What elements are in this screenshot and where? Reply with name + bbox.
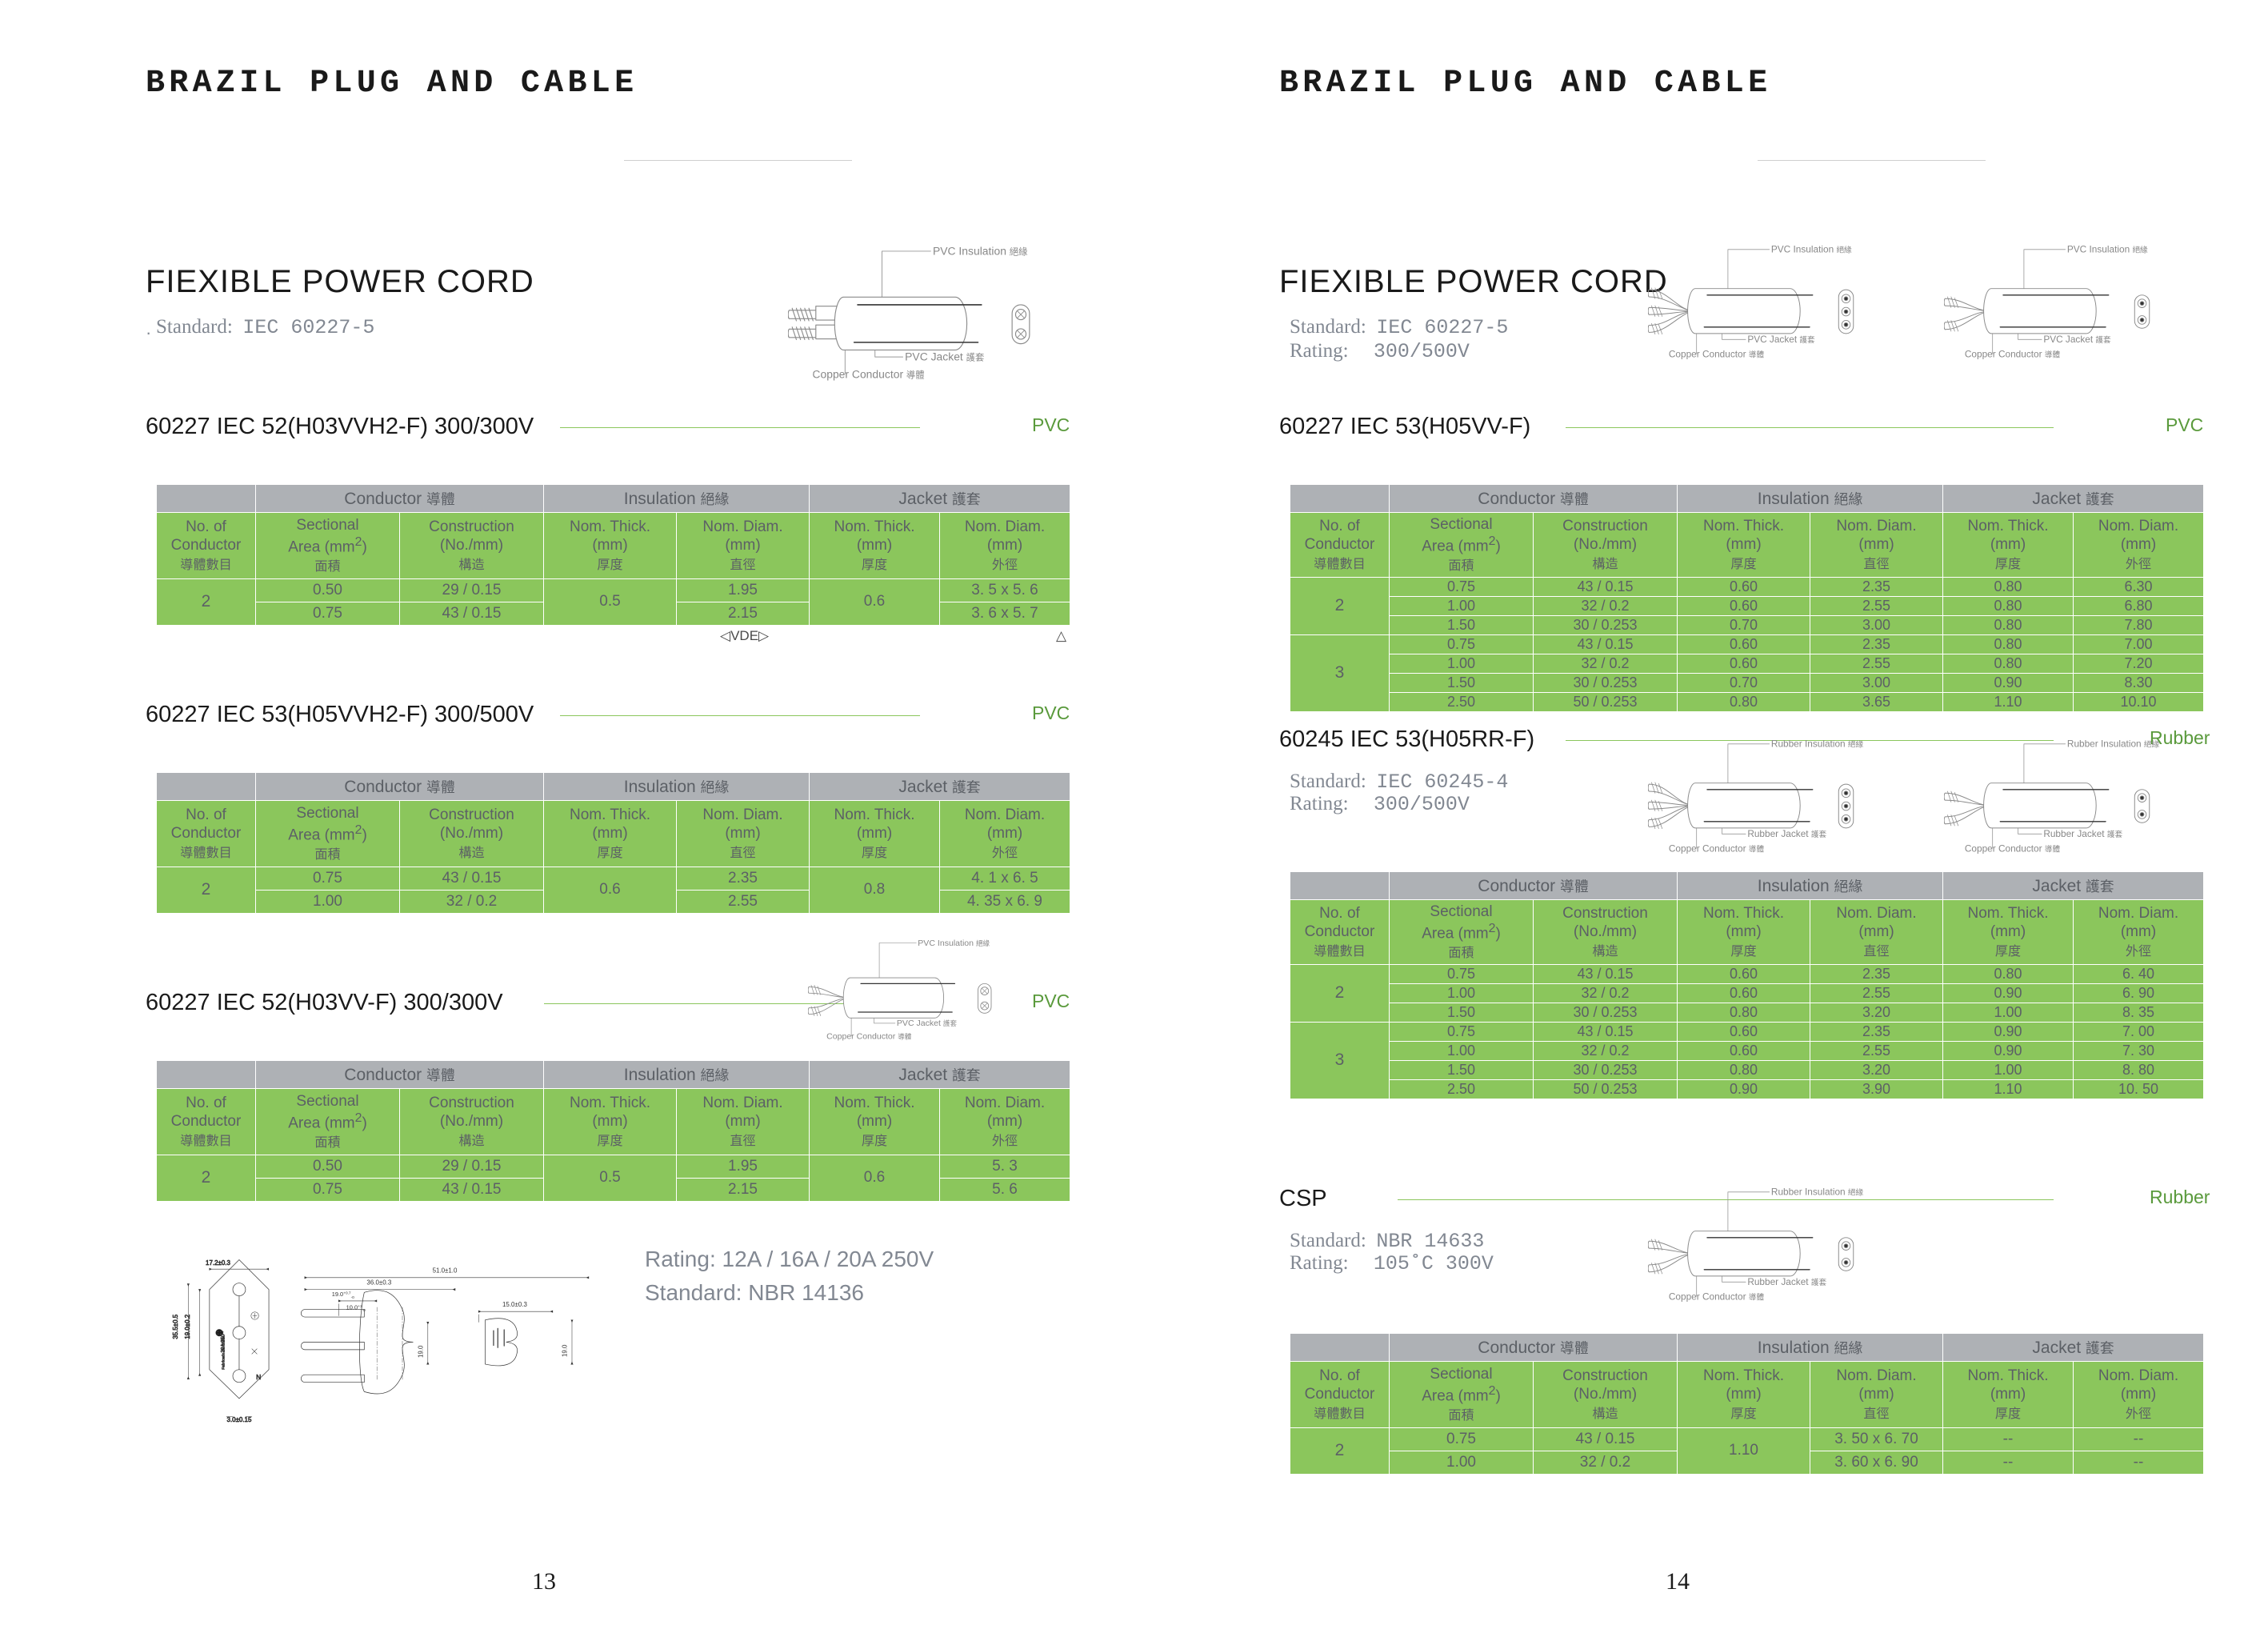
svg-text:Rubber Jacket 護套: Rubber Jacket 護套 — [1747, 1276, 1826, 1287]
svg-text:Copper Conductor 導體: Copper Conductor 導體 — [1669, 1291, 1765, 1303]
svg-text:Copper Conductor 導體: Copper Conductor 導體 — [1965, 843, 2061, 855]
svg-text:PVC Insulation 絕緣: PVC Insulation 絕緣 — [2067, 244, 2148, 255]
svg-text:Copper Conductor 導體: Copper Conductor 導體 — [1965, 349, 2061, 360]
svg-text:Copper Conductor 導體: Copper Conductor 導體 — [1669, 349, 1765, 360]
svg-text:Rubber Jacket 護套: Rubber Jacket 護套 — [1747, 828, 1826, 839]
svg-text:PVC Jacket 護套: PVC Jacket 護套 — [1747, 334, 1815, 345]
svg-text:Rubber Jacket 護套: Rubber Jacket 護套 — [2043, 828, 2122, 839]
svg-text:Rubber Insulation 絕緣: Rubber Insulation 絕緣 — [1771, 1187, 1864, 1198]
svg-text:Rubber Insulation 絕緣: Rubber Insulation 絕緣 — [2067, 738, 2160, 750]
svg-text:PVC Insulation 絕緣: PVC Insulation 絕緣 — [1771, 244, 1852, 255]
svg-text:PVC Jacket 護套: PVC Jacket 護套 — [2043, 334, 2111, 345]
svg-text:Copper Conductor 導體: Copper Conductor 導體 — [1669, 843, 1765, 855]
svg-text:Rubber Insulation 絕緣: Rubber Insulation 絕緣 — [1771, 738, 1864, 750]
